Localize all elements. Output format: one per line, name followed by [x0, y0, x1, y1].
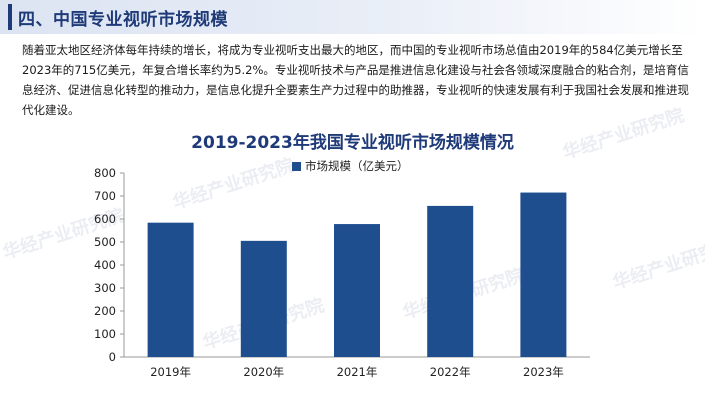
- intro-paragraph: 随着亚太地区经济体每年持续的增长，将成为专业视听支出最大的地区，而中国的专业视听…: [22, 43, 689, 117]
- legend-swatch: [292, 161, 301, 171]
- chart-title: 2019-2023年我国专业视听市场规模情况: [191, 133, 514, 153]
- chart-legend: 市场规模（亿美元）: [292, 158, 409, 174]
- x-tick-label: 2023年: [523, 365, 564, 379]
- y-tick-label: 100: [94, 327, 116, 341]
- y-tick-label: 400: [94, 258, 116, 272]
- y-tick-label: 500: [94, 235, 116, 249]
- x-tick-label: 2020年: [243, 365, 284, 379]
- y-tick-label: 700: [94, 189, 116, 203]
- x-tick-label: 2022年: [430, 365, 471, 379]
- section-header-accent-bar: [8, 4, 12, 30]
- bar: [334, 224, 380, 357]
- section-title: 四、中国专业视听市场规模: [18, 10, 228, 30]
- y-tick-label: 600: [94, 212, 116, 226]
- x-tick-label: 2021年: [337, 365, 378, 379]
- bar: [240, 240, 287, 357]
- section-header-band: [0, 0, 705, 34]
- y-tick-label: 300: [94, 281, 116, 295]
- x-tick-label: 2019年: [150, 365, 191, 379]
- bar: [520, 192, 567, 357]
- legend-label: 市场规模（亿美元）: [305, 159, 409, 173]
- y-tick-label: 200: [94, 304, 116, 318]
- bar: [147, 222, 194, 357]
- bar: [427, 205, 474, 357]
- y-tick-label: 800: [94, 166, 116, 180]
- y-tick-label: 0: [109, 350, 116, 364]
